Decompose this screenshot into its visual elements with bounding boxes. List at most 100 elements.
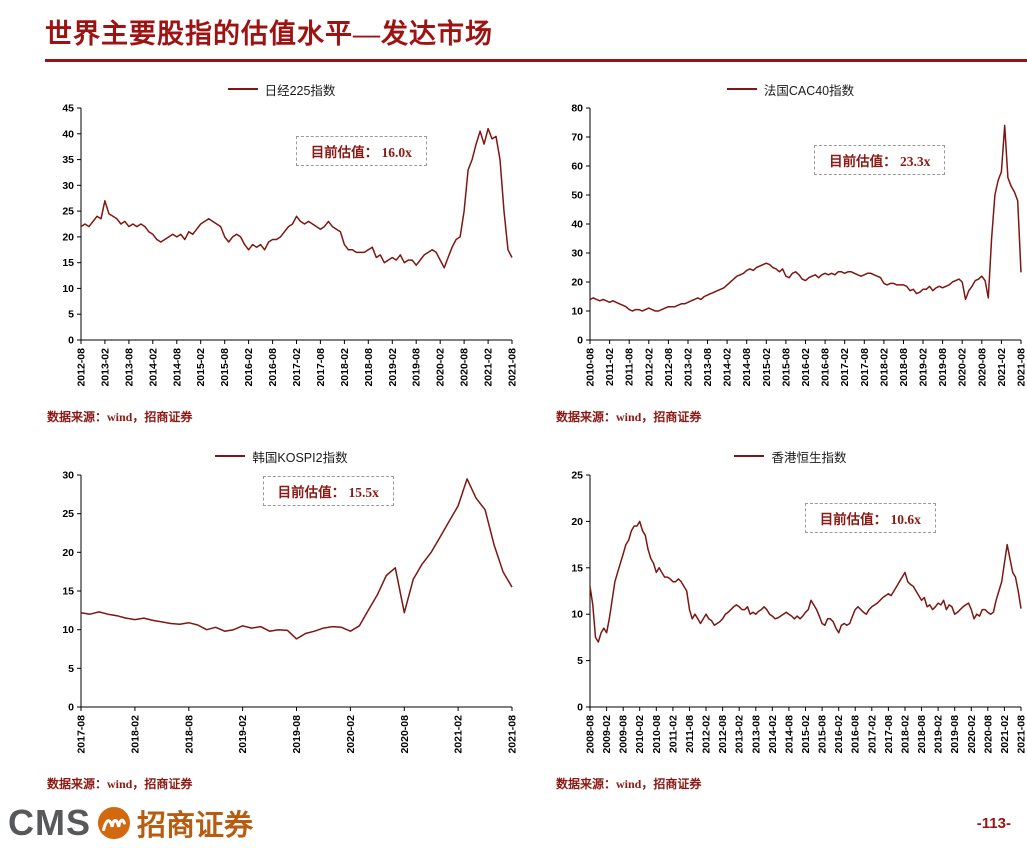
source-note: 数据来源：wind，招商证券 [556,410,702,424]
svg-text:30: 30 [62,180,74,192]
legend-line-swatch [726,88,757,90]
svg-text:2021-08: 2021-08 [507,715,519,754]
svg-text:50: 50 [571,190,583,202]
chart-legend: 韩国KOSPI2指数 [45,445,518,467]
svg-text:2009-08: 2009-08 [618,715,630,754]
svg-text:2017-02: 2017-02 [839,348,851,387]
svg-text:30: 30 [62,470,74,482]
svg-text:35: 35 [62,154,74,166]
svg-text:20: 20 [571,516,583,528]
svg-text:2021-02: 2021-02 [453,715,465,754]
chart-legend: 香港恒生指数 [554,445,1027,467]
svg-text:2019-02: 2019-02 [918,348,930,387]
line-chart: 0 5 10 15 20 25 30 35 40 45 2012-08 2013-02 2013-08 2… [62,103,519,387]
svg-text:40: 40 [571,219,583,231]
cms-logo-text: CMS [8,802,91,843]
svg-text:0: 0 [68,335,74,347]
svg-text:2021-02: 2021-02 [999,715,1011,754]
svg-text:2014-08: 2014-08 [783,715,795,754]
svg-text:5: 5 [68,663,74,675]
source-note: 数据来源：wind，招商证券 [47,410,193,424]
svg-text:2015-08: 2015-08 [817,715,829,754]
svg-text:2009-02: 2009-02 [601,715,613,754]
svg-text:2011-02: 2011-02 [604,348,616,386]
svg-text:2014-02: 2014-02 [767,715,779,754]
footer-logo: CMS 招商证券 [8,802,253,844]
svg-text:30: 30 [571,248,583,260]
title-underline [45,59,1027,62]
svg-text:2013-08: 2013-08 [702,348,714,387]
svg-text:2011-02: 2011-02 [667,715,679,753]
svg-text:2018-02: 2018-02 [900,715,912,754]
svg-text:2021-02: 2021-02 [996,348,1008,387]
svg-text:15: 15 [571,562,583,574]
svg-text:2011-08: 2011-08 [684,715,696,753]
svg-text:2013-08: 2013-08 [750,715,762,754]
svg-text:2012-08: 2012-08 [663,348,675,387]
svg-text:2012-08: 2012-08 [76,348,88,387]
svg-text:2010-08: 2010-08 [585,348,597,387]
svg-text:15: 15 [62,586,74,598]
svg-text:2020-08: 2020-08 [976,348,988,387]
valuation-annotation: 目前估值： 16.0x [295,136,427,166]
svg-text:2021-08: 2021-08 [1016,715,1027,754]
valuation-annotation: 目前估值： 15.5x [262,476,394,506]
svg-text:25: 25 [571,470,583,482]
svg-text:20: 20 [571,277,583,289]
page-number: -113- [976,815,1011,832]
svg-text:70: 70 [571,132,583,144]
svg-text:2018-08: 2018-08 [898,348,910,387]
svg-text:2019-08: 2019-08 [937,348,949,387]
svg-text:2010-08: 2010-08 [651,715,663,754]
svg-text:2013-02: 2013-02 [683,348,695,387]
charts-grid: 日经225指数 0 5 10 15 20 25 30 35 40 45 2012-08 2013-02… [0,62,1027,798]
line-chart: 0 5 10 15 20 25 30 2017-08 2018-02 2018-08 2019-02… [62,470,519,754]
svg-text:2015-02: 2015-02 [800,715,812,754]
svg-text:2014-02: 2014-02 [722,348,734,387]
svg-text:2016-02: 2016-02 [243,348,255,387]
svg-text:2020-02: 2020-02 [435,348,447,387]
cms-logo-icon [97,806,131,840]
svg-text:2019-08: 2019-08 [949,715,961,754]
svg-text:2020-02: 2020-02 [957,348,969,387]
chart-legend: 日经225指数 [45,78,518,100]
legend-label: 韩国KOSPI2指数 [252,450,348,465]
chart-panel: 日经225指数 0 5 10 15 20 25 30 35 40 45 2012-08 2013-02… [45,64,518,431]
svg-text:45: 45 [62,103,74,115]
slide-header: 世界主要股指的估值水平—发达市场 [0,0,1027,51]
svg-text:25: 25 [62,206,74,218]
svg-text:2017-08: 2017-08 [859,348,871,387]
svg-text:2017-08: 2017-08 [883,715,895,754]
valuation-annotation: 目前估值： 23.3x [814,145,946,175]
legend-line-swatch [734,455,765,457]
svg-text:2016-08: 2016-08 [850,715,862,754]
svg-text:40: 40 [62,128,74,140]
svg-text:2018-02: 2018-02 [129,715,141,754]
svg-text:2018-08: 2018-08 [183,715,195,754]
svg-text:2019-02: 2019-02 [237,715,249,754]
line-chart: 0 5 10 15 20 25 2008-08 2009-02 2009-08 2010-02 20… [571,470,1027,754]
svg-text:2018-02: 2018-02 [878,348,890,387]
svg-text:2020-08: 2020-08 [399,715,411,754]
legend-label: 日经225指数 [264,83,336,98]
svg-text:2019-02: 2019-02 [387,348,399,387]
svg-text:2010-02: 2010-02 [634,715,646,754]
legend-label: 香港恒生指数 [771,450,847,465]
chart-panel: 法国CAC40指数 0 10 20 30 40 50 60 70 80 2010-08 2011-0… [554,64,1027,431]
svg-text:2015-02: 2015-02 [761,348,773,387]
svg-text:2018-02: 2018-02 [339,348,351,387]
plot-area: 0 5 10 15 20 25 2008-08 2009-02 2009-08 2010-02 20… [554,467,1027,767]
chart-panel: 香港恒生指数 0 5 10 15 20 25 2008-08 2009-02 2009-08 20… [554,431,1027,798]
svg-text:2021-08: 2021-08 [507,348,519,387]
svg-text:2020-08: 2020-08 [459,348,471,387]
svg-text:2017-02: 2017-02 [291,348,303,387]
svg-text:2018-08: 2018-08 [363,348,375,387]
svg-text:2017-08: 2017-08 [76,715,88,754]
svg-text:10: 10 [571,306,583,318]
svg-text:2013-08: 2013-08 [123,348,135,387]
svg-text:2012-02: 2012-02 [643,348,655,387]
svg-text:0: 0 [68,702,74,714]
svg-text:20: 20 [62,547,74,559]
legend-line-swatch [215,455,246,457]
